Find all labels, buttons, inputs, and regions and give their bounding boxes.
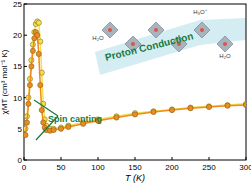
annotation: H₂O [219, 53, 231, 59]
y-tick [24, 66, 27, 67]
data-point [114, 115, 119, 120]
x-tick-label: 200 [165, 163, 179, 172]
chart: 0 50 100 150 200 250 300 0 5 10 15 20 25 T (K) χMT (cm… [0, 0, 251, 189]
annotation: Proton Conduction [104, 30, 195, 63]
annotation: H₃O⁺ [193, 9, 206, 15]
data-point [41, 120, 46, 125]
plot-frame [24, 4, 246, 160]
y-tick [24, 35, 27, 36]
y-tick-label: 5 [18, 125, 23, 134]
data-point [39, 107, 44, 112]
data-point [66, 124, 71, 129]
x-tick [98, 157, 99, 160]
x-tick [172, 157, 173, 160]
data-point [24, 120, 29, 125]
data-point [151, 109, 156, 114]
data-point [58, 126, 63, 131]
y-axis-label: χMT (cm³ mol⁻¹ K) [0, 49, 9, 114]
x-tick [61, 157, 62, 160]
data-point [51, 127, 56, 132]
x-tick [209, 157, 210, 160]
data-point [26, 101, 31, 106]
data-point [132, 112, 137, 117]
y-tick-label: 25 [13, 0, 22, 9]
data-point [35, 33, 40, 38]
x-tick-label: 50 [57, 163, 66, 172]
y-tick-label: 20 [13, 31, 22, 40]
x-tick-label: 250 [202, 163, 216, 172]
data-point [206, 104, 211, 109]
x-tick-label: 100 [91, 163, 105, 172]
data-point [29, 64, 34, 69]
data-point [188, 105, 193, 110]
x-tick [135, 157, 136, 160]
data-point [169, 107, 174, 112]
annotation: H₂O [92, 35, 104, 41]
data-point [243, 102, 246, 107]
x-tick [246, 157, 247, 160]
data-point [225, 102, 230, 107]
data-point [36, 51, 41, 56]
data-point [206, 104, 211, 109]
y-tick-label: 0 [18, 156, 23, 165]
y-tick [24, 160, 27, 161]
x-tick-label: 300 [239, 163, 251, 172]
x-tick-label: 150 [128, 163, 142, 172]
annotation: Spin canting [48, 114, 102, 124]
x-axis-label: T (K) [125, 173, 145, 183]
x-tick-label: 0 [22, 163, 27, 172]
data-point [151, 109, 156, 114]
y-tick-label: 10 [13, 94, 22, 103]
data-point [188, 106, 193, 111]
data-point [38, 83, 43, 88]
data-point [24, 132, 28, 137]
arrow [34, 100, 58, 140]
data-point [30, 48, 35, 53]
data-point [225, 103, 230, 108]
data-point [169, 107, 174, 112]
data-point [36, 20, 41, 25]
plot-area [24, 19, 246, 138]
y-tick-label: 15 [13, 62, 22, 71]
series-line [25, 21, 246, 128]
data-point [27, 83, 32, 88]
y-tick [24, 4, 27, 5]
structure-illustration [95, 18, 246, 75]
